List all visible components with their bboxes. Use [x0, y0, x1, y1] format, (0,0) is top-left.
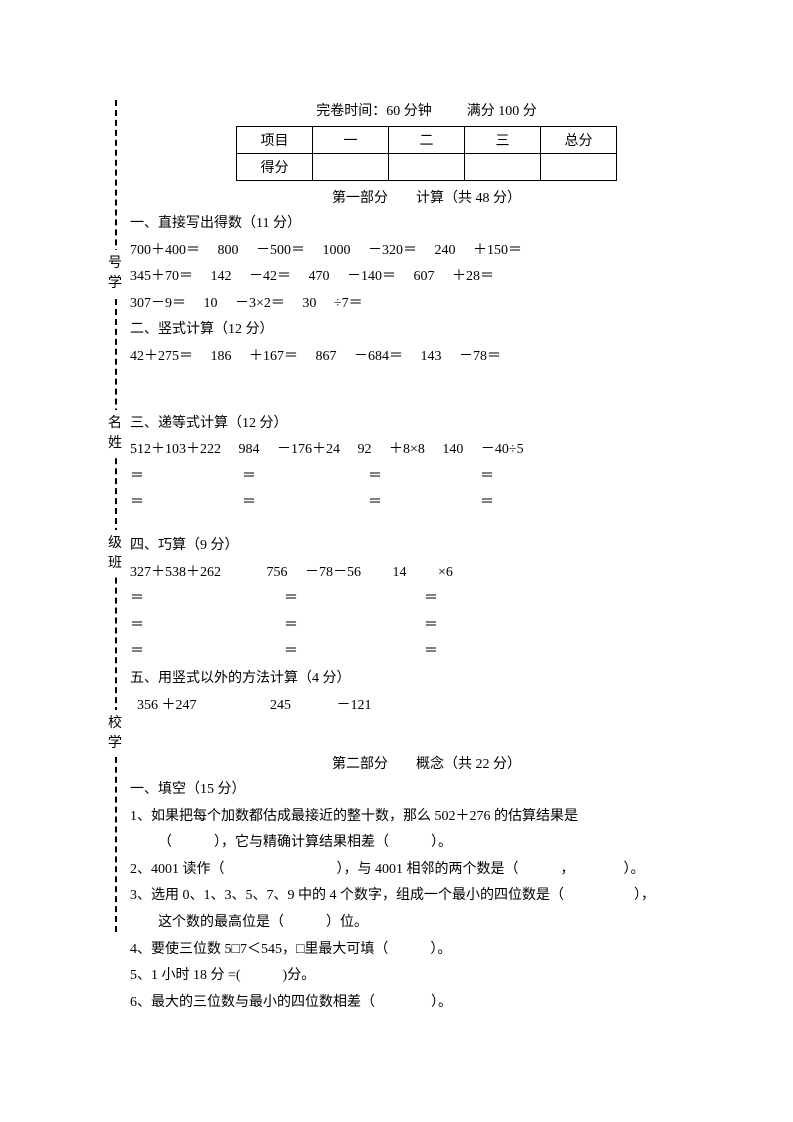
part2-title: 第二部分 概念（共 22 分） — [130, 753, 723, 773]
exam-header: 完卷时间：60 分钟 满分 100 分 — [130, 100, 723, 120]
spacer — [130, 517, 723, 533]
spacer — [130, 719, 723, 749]
table-cell: 得分 — [237, 154, 313, 181]
table-cell — [389, 154, 465, 181]
section2-title: 二、竖式计算（12 分） — [130, 317, 723, 344]
calc-line: ＝ ＝ ＝ — [130, 613, 723, 640]
table-cell — [465, 154, 541, 181]
calc-line: 307－9＝ 10 －3×2＝ 30 ÷7＝ — [130, 291, 723, 318]
calc-line: 700＋400＝ 800 －500＝ 1000 －320＝ 240 ＋150＝ — [130, 238, 723, 265]
question-line: 4、要使三位数 5□7＜545，□里最大可填（ ）。 — [130, 937, 723, 964]
time-label: 完卷时间：60 分钟 — [316, 104, 432, 119]
question-line: 5、1 小时 18 分 =( )分。 — [130, 963, 723, 990]
page-content: 完卷时间：60 分钟 满分 100 分 项目 一 二 三 总分 得分 第一部分 … — [0, 0, 793, 1076]
calc-line: ＝ ＝ ＝ ＝ — [130, 490, 723, 517]
table-row: 项目 一 二 三 总分 — [237, 127, 617, 154]
table-cell — [541, 154, 617, 181]
part2-content: 一、填空（15 分） 1、如果把每个加数都估成最接近的整十数，那么 502＋27… — [130, 777, 723, 1016]
calc-line: 356 ＋247 245 －121 — [130, 693, 723, 720]
table-cell: 二 — [389, 127, 465, 154]
calc-line: ＝ ＝ ＝ — [130, 639, 723, 666]
section1-title: 一、直接写出得数（11 分） — [130, 211, 723, 238]
score-table: 项目 一 二 三 总分 得分 — [236, 126, 617, 181]
part1-title: 第一部分 计算（共 48 分） — [130, 187, 723, 207]
calc-line: 345＋70＝ 142 －42＝ 470 －140＝ 607 ＋28＝ — [130, 264, 723, 291]
question-line: 6、最大的三位数与最小的四位数相差（ ）。 — [130, 990, 723, 1017]
spacer — [130, 371, 723, 411]
calc-line: ＝ ＝ ＝ ＝ — [130, 464, 723, 491]
table-cell: 三 — [465, 127, 541, 154]
question-line: 1、如果把每个加数都估成最接近的整十数，那么 502＋276 的估算结果是 — [130, 804, 723, 831]
calc-line: 327＋538＋262 756 －78－56 14 ×6 — [130, 560, 723, 587]
question-line: 3、选用 0、1、3、5、7、9 中的 4 个数字，组成一个最小的四位数是（ ）… — [130, 883, 723, 910]
question-line: 这个数的最高位是（ ）位。 — [130, 910, 723, 937]
table-row: 得分 — [237, 154, 617, 181]
section4-title: 四、巧算（9 分） — [130, 533, 723, 560]
section5-title: 五、用竖式以外的方法计算（4 分） — [130, 666, 723, 693]
table-cell — [313, 154, 389, 181]
part1-content: 一、直接写出得数（11 分） 700＋400＝ 800 －500＝ 1000 －… — [130, 211, 723, 719]
table-cell: 总分 — [541, 127, 617, 154]
section-title: 一、填空（15 分） — [130, 777, 723, 804]
calc-line: 512＋103＋222 984 －176＋24 92 ＋8×8 140 －40÷… — [130, 437, 723, 464]
question-line: （ ），它与精确计算结果相差（ ）。 — [130, 830, 723, 857]
full-score-label: 满分 100 分 — [467, 104, 537, 119]
section3-title: 三、递等式计算（12 分） — [130, 411, 723, 438]
calc-line: ＝ ＝ ＝ — [130, 586, 723, 613]
table-cell: 项目 — [237, 127, 313, 154]
table-cell: 一 — [313, 127, 389, 154]
calc-line: 42＋275＝ 186 ＋167＝ 867 －684＝ 143 －78＝ — [130, 344, 723, 371]
question-line: 2、4001 读作（ ），与 4001 相邻的两个数是（ ， ）。 — [130, 857, 723, 884]
